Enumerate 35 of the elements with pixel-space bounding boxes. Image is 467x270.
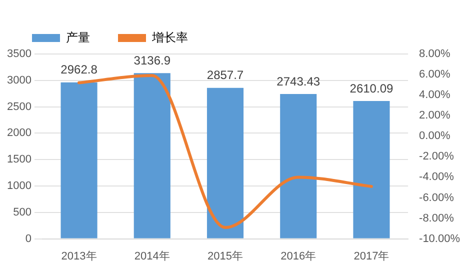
data-label: 2743.43 <box>276 74 320 88</box>
bar <box>280 94 317 238</box>
data-label: 3136.9 <box>134 53 171 68</box>
legend-label: 增长率 <box>151 30 188 44</box>
x-tick-label: 2017年 <box>354 250 390 262</box>
y-tick-label: 1500 <box>6 154 32 166</box>
y2-tick-label: -10.00% <box>419 232 460 245</box>
data-label: 2857.7 <box>206 68 244 82</box>
legend-label: 产量 <box>66 30 90 44</box>
bar <box>206 88 244 238</box>
y-tick-label: 2500 <box>6 100 32 113</box>
y2-tick-label: 4.00% <box>419 89 450 102</box>
bar <box>353 100 390 238</box>
y-tick-label: 1000 <box>6 180 32 192</box>
y2-tick-label: 2.00% <box>419 110 450 122</box>
y2-tick-label: -4.00% <box>419 171 454 184</box>
data-label: 2962.8 <box>60 62 98 77</box>
data-label: 2610.09 <box>350 81 394 96</box>
x-tick-label: 2016年 <box>280 250 316 262</box>
y-tick-label: 3500 <box>6 48 32 60</box>
y2-tick-label: 8.00% <box>419 48 450 60</box>
y-tick-label: 2000 <box>6 127 32 140</box>
bar <box>60 82 98 238</box>
y-tick-label: 3000 <box>6 74 32 86</box>
y-tick-label: 0 <box>25 232 32 245</box>
x-tick-label: 2014年 <box>134 250 170 262</box>
y2-tick-label: -8.00% <box>419 212 454 224</box>
x-tick-label: 2015年 <box>208 250 243 262</box>
y2-tick-label: 0.00% <box>419 130 450 142</box>
y-tick-label: 500 <box>13 206 32 218</box>
y2-tick-label: -2.00% <box>419 150 454 163</box>
y2-tick-label: -6.00% <box>419 192 454 204</box>
bar <box>134 73 170 238</box>
y2-tick-label: 6.00% <box>419 68 450 81</box>
x-tick-label: 2013年 <box>61 250 97 262</box>
